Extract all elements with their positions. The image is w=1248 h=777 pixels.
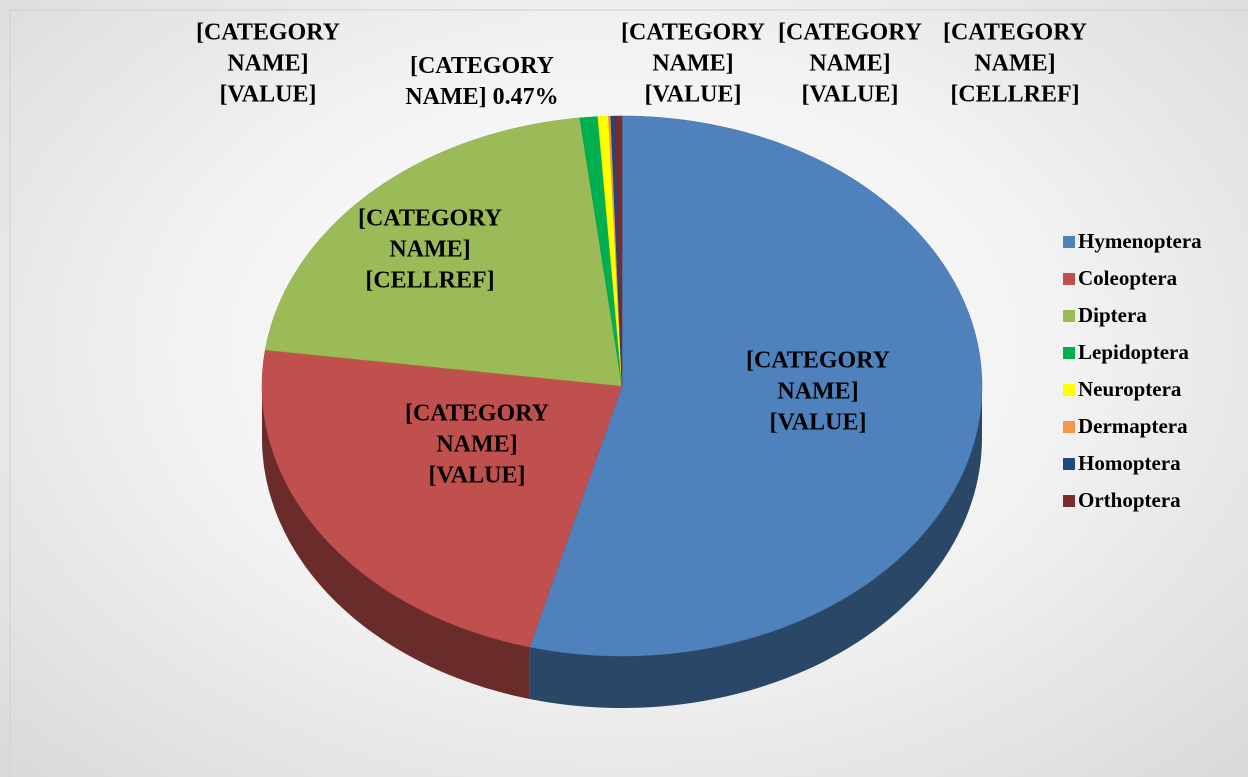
data-label: [CATEGORY NAME] [CELLREF] [942,19,1088,108]
slice [529,115,983,657]
legend-label: Dermaptera [1078,414,1188,438]
data-label: [CATEGORY NAME] [VALUE] [195,19,341,108]
data-label: [CATEGORY NAME] 0.47% [405,53,559,110]
data-label: [CATEGORY NAME] [VALUE] [404,400,550,489]
slice-side [529,386,982,708]
data-label: [CATEGORY NAME] [VALUE] [620,19,766,108]
data-label: [CATEGORY NAME] [VALUE] [777,19,923,108]
legend-label: Neuroptera [1078,377,1182,401]
data-label: [CATEGORY NAME] [VALUE] [745,347,891,436]
legend-swatch [1063,273,1075,285]
legend-label: Homoptera [1078,451,1181,475]
legend-label: Coleoptera [1078,266,1178,290]
data-label: [CATEGORY NAME] [CELLREF] [357,205,503,294]
legend-label: Hymenoptera [1078,229,1202,253]
legend-swatch [1063,421,1075,433]
legend-swatch [1063,347,1075,359]
legend-label: Orthoptera [1078,488,1181,512]
legend-label: Diptera [1078,303,1147,327]
slice [261,349,623,648]
slice [264,117,623,387]
legend-swatch [1063,458,1075,470]
slice-side [262,386,530,699]
legend-label: Lepidoptera [1078,340,1189,364]
slice [614,115,623,387]
legend-swatch [1063,495,1075,507]
legend-swatch [1063,384,1075,396]
legend-swatch [1063,310,1075,322]
legend-swatch [1063,236,1075,248]
